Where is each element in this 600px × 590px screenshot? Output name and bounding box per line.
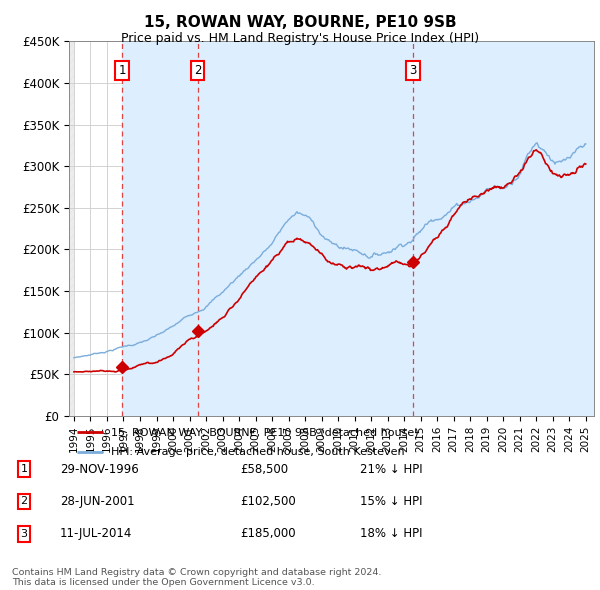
- Text: 3: 3: [20, 529, 28, 539]
- Text: £58,500: £58,500: [240, 463, 288, 476]
- Text: 15, ROWAN WAY, BOURNE, PE10 9SB (detached house): 15, ROWAN WAY, BOURNE, PE10 9SB (detache…: [111, 427, 419, 437]
- Text: 21% ↓ HPI: 21% ↓ HPI: [360, 463, 422, 476]
- Text: HPI: Average price, detached house, South Kesteven: HPI: Average price, detached house, Sout…: [111, 447, 404, 457]
- Text: 28-JUN-2001: 28-JUN-2001: [60, 495, 134, 508]
- Bar: [197, 41, 413, 416]
- Text: £185,000: £185,000: [240, 527, 296, 540]
- Text: 15% ↓ HPI: 15% ↓ HPI: [360, 495, 422, 508]
- Text: 29-NOV-1996: 29-NOV-1996: [60, 463, 139, 476]
- Text: 2: 2: [20, 497, 28, 506]
- Text: 11-JUL-2014: 11-JUL-2014: [60, 527, 133, 540]
- Bar: [122, 41, 197, 416]
- Text: 18% ↓ HPI: 18% ↓ HPI: [360, 527, 422, 540]
- Text: 15, ROWAN WAY, BOURNE, PE10 9SB: 15, ROWAN WAY, BOURNE, PE10 9SB: [143, 15, 457, 30]
- Text: 1: 1: [20, 464, 28, 474]
- Bar: [69, 41, 74, 416]
- Text: Price paid vs. HM Land Registry's House Price Index (HPI): Price paid vs. HM Land Registry's House …: [121, 32, 479, 45]
- Bar: [413, 41, 594, 416]
- Text: Contains HM Land Registry data © Crown copyright and database right 2024.
This d: Contains HM Land Registry data © Crown c…: [12, 568, 382, 587]
- Text: £102,500: £102,500: [240, 495, 296, 508]
- Text: 2: 2: [194, 64, 202, 77]
- Text: 1: 1: [118, 64, 126, 77]
- Text: 3: 3: [409, 64, 416, 77]
